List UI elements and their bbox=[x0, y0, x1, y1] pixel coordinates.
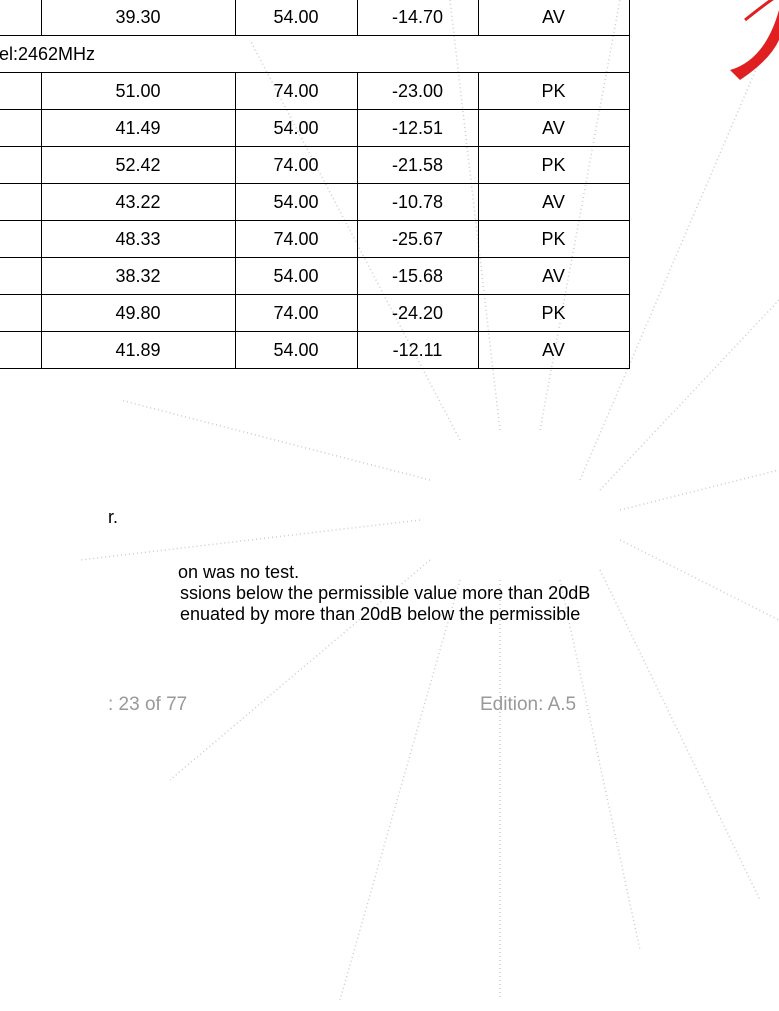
channel-cell: el:2462MHz bbox=[0, 35, 630, 73]
table-cell: -14.70 bbox=[356, 0, 479, 36]
table-cell: 41.49 bbox=[40, 109, 236, 147]
table-cell: 41.89 bbox=[40, 331, 236, 369]
table-cell: PK bbox=[477, 146, 630, 184]
table-row: 43.22 54.00 -10.78 AV bbox=[0, 183, 630, 221]
table-cell: 39.30 bbox=[40, 0, 236, 36]
table-row: 48.33 74.00 -25.67 PK bbox=[0, 220, 630, 258]
table-cell: -25.67 bbox=[356, 220, 479, 258]
page-number: : 23 of 77 bbox=[108, 694, 188, 715]
results-table: 39.30 54.00 -14.70 AV el:2462MHz 51.00 74.00 -2… bbox=[0, 0, 630, 369]
table-cell: 74.00 bbox=[234, 220, 358, 258]
table-cell: 43.22 bbox=[40, 183, 236, 221]
table-cell: 49.80 bbox=[40, 294, 236, 332]
table-cell bbox=[0, 109, 42, 147]
table-cell: 52.42 bbox=[40, 146, 236, 184]
table-cell: 54.00 bbox=[234, 183, 358, 221]
table-cell bbox=[0, 146, 42, 184]
table-row: 41.89 54.00 -12.11 AV bbox=[0, 331, 630, 369]
note: r. bbox=[108, 507, 119, 527]
note: on was no test. bbox=[178, 562, 300, 582]
table-cell: 54.00 bbox=[234, 257, 358, 295]
table-cell: AV bbox=[477, 331, 630, 369]
table-row: el:2462MHz bbox=[0, 35, 630, 73]
table-cell bbox=[0, 0, 42, 36]
table-cell: 74.00 bbox=[234, 146, 358, 184]
table-cell: AV bbox=[477, 183, 630, 221]
table-cell: PK bbox=[477, 294, 630, 332]
table-row: 51.00 74.00 -23.00 PK bbox=[0, 72, 630, 110]
stamp-arc bbox=[744, 0, 774, 22]
table-cell: -12.11 bbox=[356, 331, 479, 369]
note: ssions below the permissible value more … bbox=[180, 583, 591, 603]
table-cell: -10.78 bbox=[356, 183, 479, 221]
table-cell: 51.00 bbox=[40, 72, 236, 110]
table-cell bbox=[0, 331, 42, 369]
table-cell: AV bbox=[477, 0, 630, 36]
note: enuated by more than 20dB below the perm… bbox=[180, 604, 581, 624]
table-cell bbox=[0, 257, 42, 295]
table-cell: -15.68 bbox=[356, 257, 479, 295]
table-cell: 54.00 bbox=[234, 109, 358, 147]
edition: Edition: A.5 bbox=[480, 694, 577, 715]
table-cell: AV bbox=[477, 257, 630, 295]
table-cell: -21.58 bbox=[356, 146, 479, 184]
table-cell: 74.00 bbox=[234, 72, 358, 110]
table-cell bbox=[0, 183, 42, 221]
table-row: 52.42 74.00 -21.58 PK bbox=[0, 146, 630, 184]
table-cell bbox=[0, 72, 42, 110]
table-cell: 38.32 bbox=[40, 257, 236, 295]
table-cell: -24.20 bbox=[356, 294, 479, 332]
table-row: 49.80 74.00 -24.20 PK bbox=[0, 294, 630, 332]
table-cell: 54.00 bbox=[234, 0, 358, 36]
table-cell: 48.33 bbox=[40, 220, 236, 258]
table-cell: AV bbox=[477, 109, 630, 147]
table-row: 38.32 54.00 -15.68 AV bbox=[0, 257, 630, 295]
stamp bbox=[730, 10, 779, 80]
table-cell: 74.00 bbox=[234, 294, 358, 332]
table-cell: -12.51 bbox=[356, 109, 479, 147]
table-cell: PK bbox=[477, 72, 630, 110]
table-cell bbox=[0, 294, 42, 332]
table-cell: -23.00 bbox=[356, 72, 479, 110]
table-row: 41.49 54.00 -12.51 AV bbox=[0, 109, 630, 147]
table-cell: PK bbox=[477, 220, 630, 258]
table-cell: 54.00 bbox=[234, 331, 358, 369]
table-cell bbox=[0, 220, 42, 258]
table-row: 39.30 54.00 -14.70 AV bbox=[0, 0, 630, 36]
